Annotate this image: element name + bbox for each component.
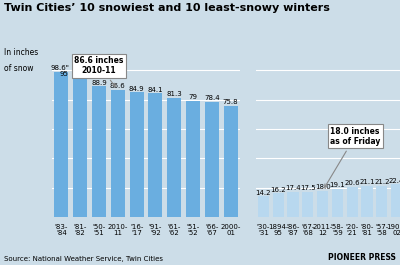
Bar: [111, 90, 125, 217]
Text: PIONEER PRESS: PIONEER PRESS: [328, 253, 396, 262]
Bar: [362, 186, 372, 217]
Text: 86.6 inches
2010-11: 86.6 inches 2010-11: [74, 56, 124, 87]
Bar: [376, 186, 387, 217]
Bar: [347, 187, 358, 217]
Bar: [92, 86, 106, 217]
Text: 95: 95: [60, 71, 68, 77]
Text: 88.9: 88.9: [91, 80, 107, 86]
Bar: [302, 192, 313, 217]
Text: 17.4: 17.4: [285, 185, 301, 191]
Bar: [130, 92, 144, 217]
Bar: [332, 189, 343, 217]
Text: 79: 79: [188, 94, 198, 100]
Text: 81.3: 81.3: [166, 91, 182, 97]
Text: 20.6: 20.6: [344, 180, 360, 186]
Text: 19.1: 19.1: [330, 182, 345, 188]
Bar: [391, 184, 400, 217]
Bar: [167, 98, 181, 217]
Text: 98.6": 98.6": [50, 65, 69, 71]
Text: Source: National Weather Service, Twin Cities: Source: National Weather Service, Twin C…: [4, 256, 163, 262]
Text: 21.2: 21.2: [374, 179, 390, 185]
Text: 14.2: 14.2: [256, 190, 271, 196]
Text: of snow: of snow: [4, 64, 34, 73]
Text: 84.1: 84.1: [148, 87, 163, 93]
Bar: [288, 192, 298, 217]
Bar: [258, 196, 269, 217]
Bar: [317, 191, 328, 217]
Text: 78.4: 78.4: [204, 95, 220, 101]
Bar: [54, 72, 68, 217]
Text: Twin Cities’ 10 snowiest and 10 least-snowy winters: Twin Cities’ 10 snowiest and 10 least-sn…: [4, 3, 330, 13]
Text: In inches: In inches: [4, 48, 38, 57]
Text: 86.6: 86.6: [110, 83, 126, 89]
Text: 21.1: 21.1: [359, 179, 375, 185]
Bar: [273, 193, 284, 217]
Text: 75.8: 75.8: [223, 99, 238, 105]
Text: 18.0 inches
as of Friday: 18.0 inches as of Friday: [325, 127, 380, 187]
Bar: [73, 77, 87, 217]
Bar: [205, 102, 219, 217]
Text: 16.2: 16.2: [270, 187, 286, 193]
Bar: [186, 101, 200, 217]
Bar: [224, 106, 238, 217]
Text: 18.0: 18.0: [315, 184, 330, 190]
Bar: [148, 94, 162, 217]
Text: 17.5: 17.5: [300, 185, 316, 191]
Text: 84.9: 84.9: [129, 86, 144, 92]
Text: 22.4: 22.4: [389, 178, 400, 184]
